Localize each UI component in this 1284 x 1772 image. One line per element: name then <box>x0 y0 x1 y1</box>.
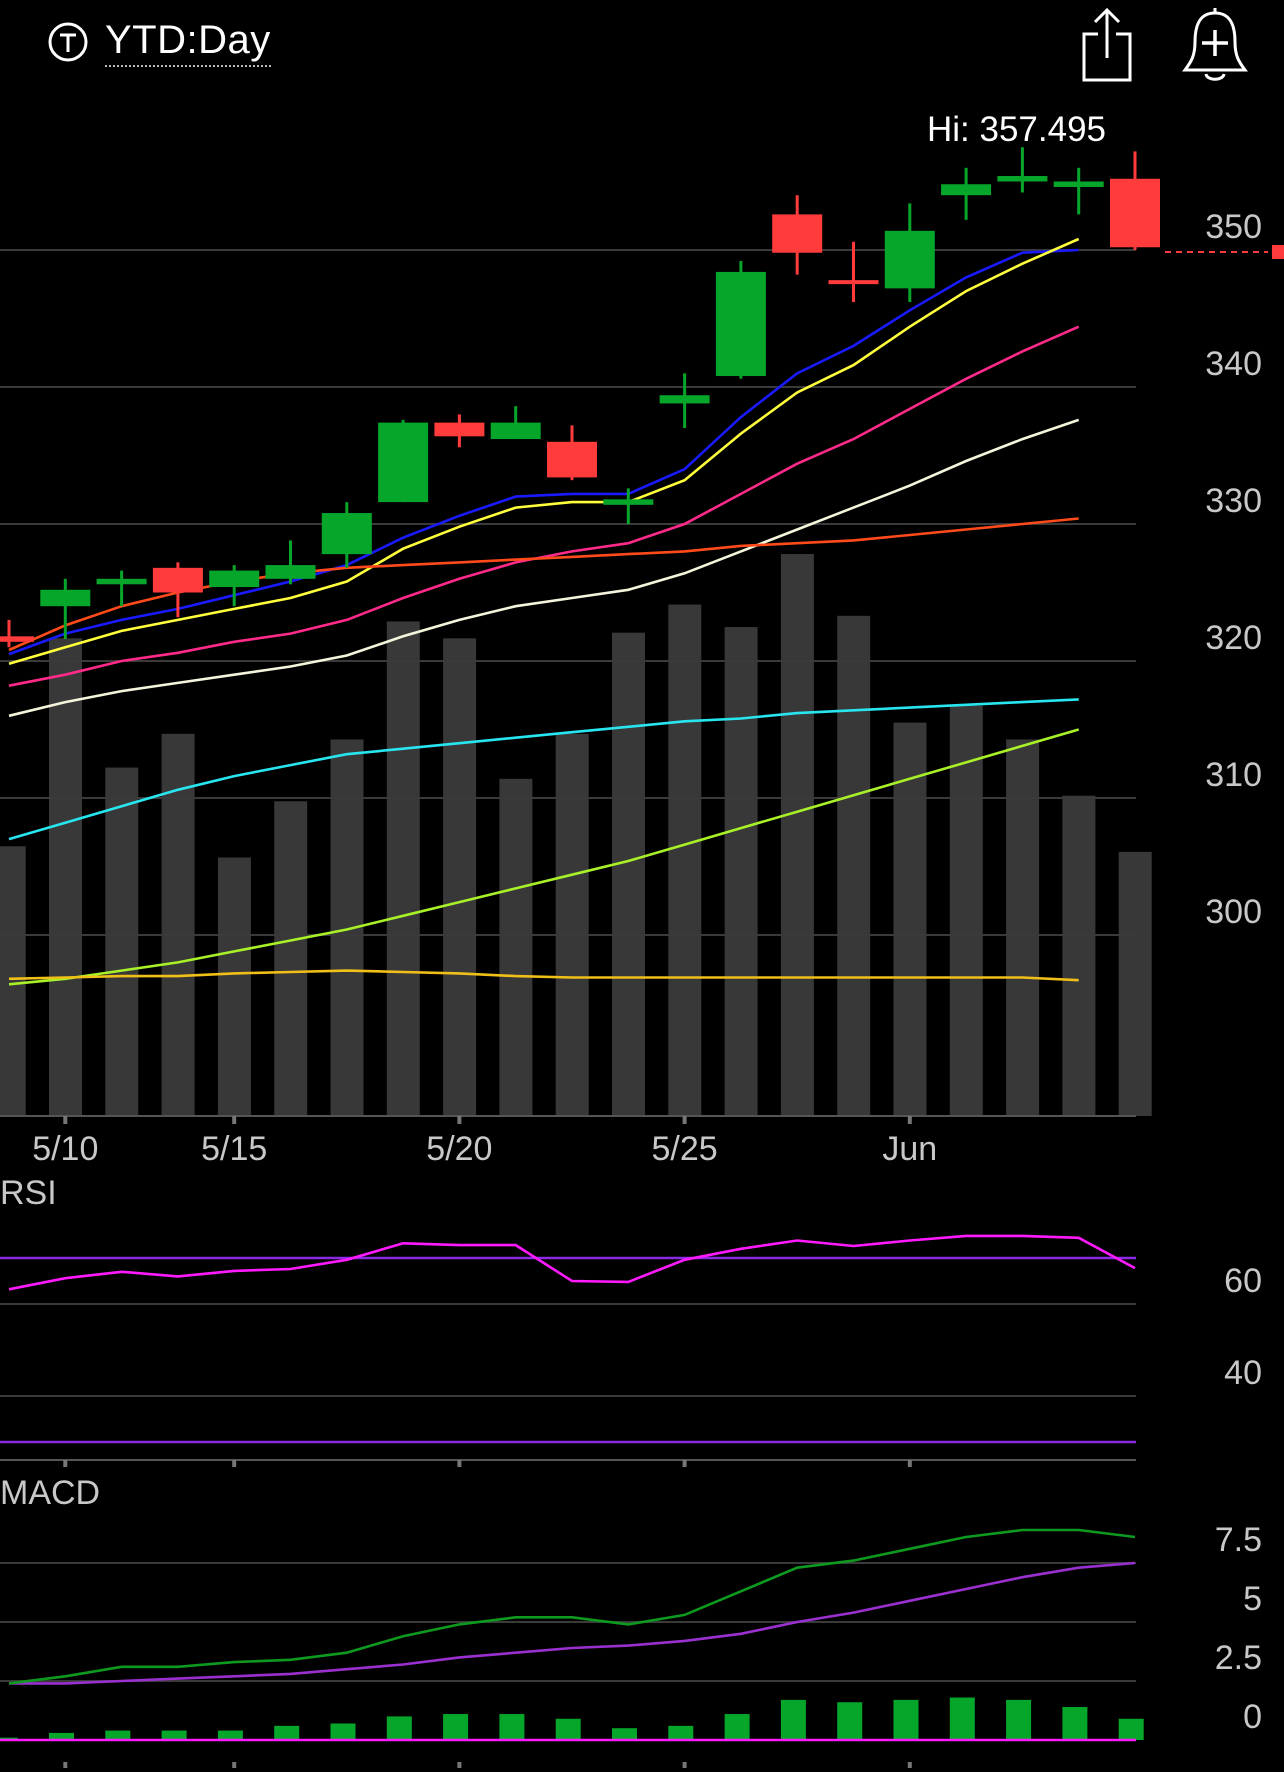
macd-histogram-bar <box>49 1732 74 1740</box>
x-tick-label: Jun <box>882 1130 937 1168</box>
candle-body <box>884 230 935 289</box>
macd-histogram-bar <box>499 1714 525 1740</box>
macd-histogram-bar <box>780 1699 806 1740</box>
candle-body <box>434 422 485 437</box>
volume-bar <box>949 705 983 1116</box>
candle-body <box>0 636 34 642</box>
volume-bar <box>1118 851 1152 1116</box>
rsi-tick-label: 60 <box>1224 1262 1262 1300</box>
volume-bar <box>1006 739 1040 1116</box>
macd-histogram-bar <box>386 1716 412 1740</box>
rsi-tick-label: 40 <box>1224 1354 1262 1392</box>
moving-average-line <box>8 237 1080 665</box>
volume-bar <box>837 615 871 1116</box>
x-tick-label: 5/20 <box>426 1130 492 1168</box>
candle-body <box>265 565 316 579</box>
candle-body <box>96 578 147 585</box>
volume-bar <box>274 801 308 1116</box>
price-tick-label: 310 <box>1205 756 1262 794</box>
macd-tick-label: 2.5 <box>1215 1639 1262 1677</box>
volume-bar <box>49 638 82 1116</box>
candle-body <box>378 422 429 503</box>
macd-signal-line <box>9 1561 1136 1685</box>
price-tick-label: 340 <box>1205 345 1262 383</box>
candle-body <box>772 214 823 253</box>
volume-bar <box>0 846 26 1116</box>
volume-bar <box>893 722 927 1116</box>
volume-bar <box>105 767 139 1116</box>
macd-histogram-bar <box>893 1699 919 1740</box>
macd-histogram-bar <box>217 1730 243 1740</box>
macd-tick-label: 7.5 <box>1215 1521 1262 1559</box>
price-tick-label: 300 <box>1205 893 1262 931</box>
macd-histogram-bar <box>1118 1718 1144 1740</box>
macd-histogram-bar <box>612 1728 637 1740</box>
volume-bar <box>724 627 758 1116</box>
moving-average-line <box>8 728 1080 986</box>
add-alert-bell-icon[interactable] <box>1180 4 1250 84</box>
price-tick-label: 330 <box>1205 482 1262 520</box>
candle-body <box>1110 178 1160 248</box>
volume-bar <box>668 604 702 1116</box>
candle-body <box>40 589 91 607</box>
moving-average-line <box>8 969 1079 982</box>
candle-body <box>659 395 710 404</box>
macd-tick-label: 5 <box>1243 1580 1262 1618</box>
macd-histogram-bar <box>105 1730 131 1740</box>
macd-title: MACD <box>0 1474 100 1512</box>
rsi-line <box>8 1234 1136 1291</box>
volume-bar <box>499 778 533 1116</box>
volume-bar <box>1062 795 1096 1116</box>
moving-average-line <box>8 248 1079 656</box>
macd-line <box>8 1528 1136 1685</box>
share-icon[interactable] <box>1078 6 1136 84</box>
volume-bar <box>555 733 589 1116</box>
candle-body <box>828 280 879 285</box>
chart-range-selector[interactable]: YTD:Day <box>105 18 271 67</box>
t-circle-icon <box>48 22 88 62</box>
candle-body <box>152 567 203 593</box>
volume-bar <box>443 638 477 1116</box>
volume-bar <box>612 632 645 1116</box>
macd-histogram-bar <box>724 1714 750 1740</box>
moving-average-line <box>8 325 1080 687</box>
macd-histogram-bar <box>330 1723 356 1740</box>
macd-histogram-bar <box>274 1725 300 1740</box>
candle-body <box>1053 181 1104 187</box>
price-tick-label: 320 <box>1205 619 1262 657</box>
x-tick-label: 5/10 <box>32 1130 98 1168</box>
x-tick-label: 5/15 <box>201 1130 267 1168</box>
last-price-marker <box>1272 245 1284 259</box>
candle-body <box>603 499 654 505</box>
macd-histogram-bar <box>161 1730 187 1740</box>
candle-body <box>490 422 541 440</box>
macd-histogram-bar <box>668 1725 694 1740</box>
price-tick-label: 350 <box>1205 208 1262 246</box>
macd-histogram-bar <box>1006 1699 1032 1740</box>
x-tick-label: 5/25 <box>652 1130 718 1168</box>
volume-bar <box>217 857 251 1116</box>
candle-body <box>941 184 992 196</box>
candle-body <box>715 271 766 377</box>
macd-tick-label: 0 <box>1243 1698 1262 1736</box>
moving-average-line <box>8 418 1080 718</box>
macd-histogram-bar <box>555 1718 581 1740</box>
rsi-title: RSI <box>0 1174 57 1212</box>
macd-histogram-bar <box>949 1697 975 1740</box>
high-price-label: Hi: 357.495 <box>927 110 1107 149</box>
macd-histogram-bar <box>837 1702 863 1740</box>
macd-histogram-bar <box>1062 1706 1088 1740</box>
candle-body <box>209 570 260 588</box>
candle-body <box>321 513 372 555</box>
candle-body <box>547 441 597 478</box>
moving-average-line <box>8 698 1079 841</box>
volume-bar <box>386 621 420 1116</box>
volume-bar <box>780 554 814 1116</box>
macd-histogram-bar <box>443 1714 469 1740</box>
candle-body <box>997 176 1048 182</box>
volume-bar <box>161 733 195 1116</box>
top-toolbar: YTD:Day <box>0 0 1284 90</box>
